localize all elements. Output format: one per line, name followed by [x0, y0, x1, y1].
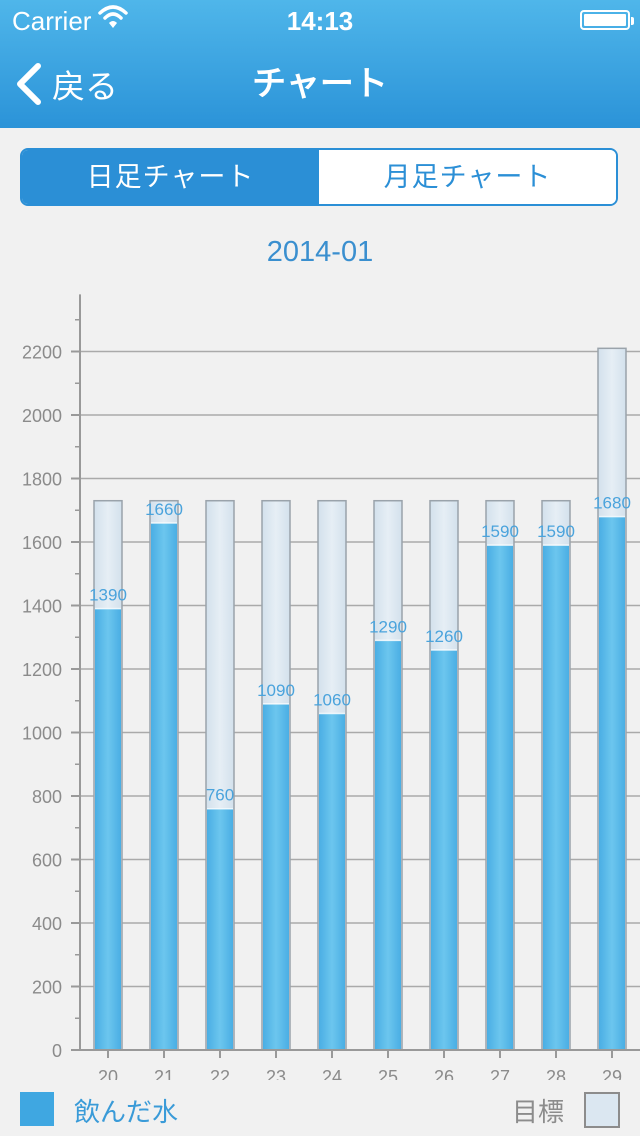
data-label-29: 1680	[593, 494, 631, 513]
water-bar-28	[543, 545, 569, 1050]
x-tick-label-28: 28	[546, 1067, 566, 1080]
water-bar-23	[263, 703, 289, 1050]
back-label: 戻る	[52, 68, 118, 105]
labels: 1390 1660 760 1090 1060 1290 1260 1590 1590 1680	[89, 494, 631, 805]
y-tick-label-2200: 2200	[22, 343, 62, 363]
bar-chart: 0 200 400 600 800 1000 1200 1400 1600 1800 2000 220…	[22, 294, 640, 1080]
water-bar-21	[151, 522, 177, 1050]
data-label-25: 1290	[369, 617, 407, 636]
x-tick-label-25: 25	[378, 1067, 398, 1080]
axes: 0 200 400 600 800 1000 1200 1400 1600 1800 2000 220…	[22, 294, 640, 1080]
carrier-label: Carrier	[12, 6, 92, 36]
legend-label-drunk-water: 飲んだ水	[74, 1097, 179, 1127]
x-tick-label-21: 21	[154, 1067, 174, 1080]
legend-swatch-drunk-water	[20, 1092, 54, 1126]
y-tick-label-800: 800	[32, 787, 62, 807]
x-tick-label-27: 27	[490, 1067, 510, 1080]
y-tick-label-0: 0	[52, 1041, 62, 1061]
y-tick-label-1200: 1200	[22, 660, 62, 680]
back-button[interactable]: 戻る	[14, 62, 118, 106]
chevron-left-icon	[17, 63, 41, 105]
y-tick-label-600: 600	[32, 851, 62, 871]
y-tick-label-1400: 1400	[22, 597, 62, 617]
page-title: チャート	[252, 65, 388, 103]
data-label-23: 1090	[257, 681, 295, 700]
water-bar-26	[431, 649, 457, 1050]
header: Carrier 14:13 戻る チャート	[0, 0, 640, 128]
water-bar-24	[319, 713, 345, 1050]
status-bar: Carrier 14:13	[0, 0, 640, 40]
y-tick-label-200: 200	[32, 978, 62, 998]
y-tick-label-1800: 1800	[22, 470, 62, 490]
data-label-27: 1590	[481, 522, 519, 541]
nav-bar: 戻る チャート	[0, 40, 640, 128]
legend-label-goal: 目標	[511, 1097, 564, 1127]
data-label-24: 1060	[313, 690, 351, 709]
segment-daily-chart[interactable]: 日足チャート	[22, 150, 319, 204]
data-label-26: 1260	[425, 627, 463, 646]
data-label-22: 760	[206, 786, 234, 805]
water-bar-25	[375, 640, 401, 1050]
water-bar-27	[487, 545, 513, 1050]
water-bar-20	[95, 608, 121, 1050]
data-label-20: 1390	[89, 586, 127, 605]
chart-period-segmented-control: 日足チャート 月足チャート	[20, 148, 618, 206]
y-tick-label-400: 400	[32, 914, 62, 934]
x-tick-label-29: 29	[602, 1067, 622, 1080]
water-bar-22	[207, 808, 233, 1050]
bars	[93, 347, 627, 1051]
x-tick-label-24: 24	[322, 1067, 342, 1080]
x-tick-label-22: 22	[210, 1067, 230, 1080]
x-tick-label-23: 23	[266, 1067, 286, 1080]
x-tick-label-20: 20	[98, 1067, 118, 1080]
battery-icon	[580, 10, 634, 30]
segment-monthly-chart[interactable]: 月足チャート	[319, 150, 616, 204]
chart-title: 2014-01	[266, 236, 374, 268]
water-bar-29	[599, 516, 625, 1050]
y-tick-label-1000: 1000	[22, 724, 62, 744]
y-tick-label-1600: 1600	[22, 533, 62, 553]
legend-swatch-goal	[584, 1092, 620, 1128]
x-tick-label-26: 26	[434, 1067, 454, 1080]
wifi-icon	[98, 5, 128, 28]
data-label-21: 1660	[145, 500, 183, 519]
y-tick-label-2000: 2000	[22, 406, 62, 426]
legend: 飲んだ水 目標	[0, 1084, 640, 1134]
data-label-28: 1590	[537, 522, 575, 541]
status-time: 14:13	[286, 6, 354, 36]
